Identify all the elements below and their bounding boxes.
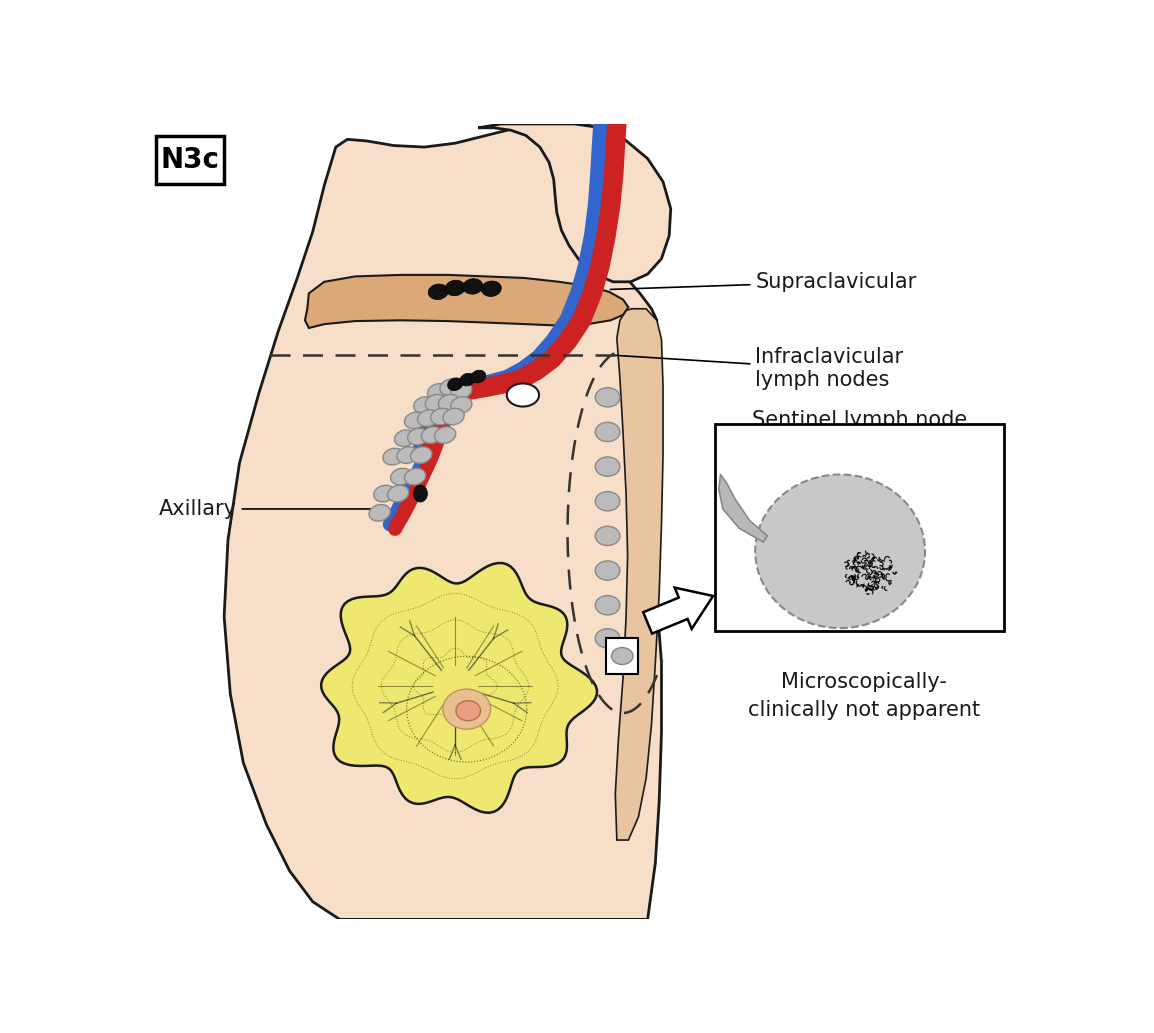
Bar (606, 638, 638, 674)
Ellipse shape (390, 468, 412, 484)
Ellipse shape (443, 689, 490, 729)
Ellipse shape (595, 492, 620, 511)
Text: Infraclavicular
lymph nodes: Infraclavicular lymph nodes (612, 347, 904, 390)
Ellipse shape (421, 427, 443, 443)
Ellipse shape (428, 383, 449, 400)
Ellipse shape (428, 284, 448, 300)
Ellipse shape (411, 446, 432, 464)
Polygon shape (305, 275, 629, 328)
Ellipse shape (404, 468, 426, 484)
Ellipse shape (456, 700, 480, 721)
Ellipse shape (440, 379, 462, 396)
Polygon shape (224, 124, 661, 919)
Ellipse shape (445, 280, 465, 295)
Text: Sentinel lymph node: Sentinel lymph node (752, 410, 967, 431)
Ellipse shape (443, 408, 464, 425)
Ellipse shape (388, 486, 409, 502)
Ellipse shape (404, 412, 426, 429)
Polygon shape (321, 563, 597, 813)
Text: N3c: N3c (160, 146, 219, 175)
Ellipse shape (595, 561, 620, 581)
Ellipse shape (397, 446, 418, 464)
Ellipse shape (471, 370, 486, 383)
Ellipse shape (374, 486, 395, 502)
Ellipse shape (439, 395, 459, 411)
Ellipse shape (595, 526, 620, 545)
Polygon shape (478, 124, 670, 282)
FancyArrow shape (643, 588, 713, 633)
Ellipse shape (463, 279, 482, 294)
Text: Axillary: Axillary (159, 499, 377, 519)
Polygon shape (719, 474, 767, 542)
Bar (715, 425, 1004, 630)
Ellipse shape (369, 504, 390, 521)
Ellipse shape (595, 422, 620, 441)
Ellipse shape (595, 629, 620, 648)
Ellipse shape (612, 648, 634, 664)
Ellipse shape (451, 382, 472, 399)
Polygon shape (615, 309, 664, 840)
Ellipse shape (426, 395, 447, 411)
Ellipse shape (481, 281, 501, 296)
Text: Supraclavicular: Supraclavicular (610, 272, 916, 291)
Ellipse shape (507, 383, 539, 407)
Ellipse shape (407, 429, 429, 445)
Ellipse shape (413, 486, 427, 502)
Ellipse shape (595, 596, 620, 615)
Ellipse shape (435, 427, 456, 443)
Bar (157, 135, 224, 184)
Ellipse shape (448, 378, 463, 390)
Ellipse shape (595, 387, 620, 407)
Ellipse shape (430, 408, 452, 425)
Ellipse shape (451, 397, 472, 413)
Ellipse shape (383, 448, 404, 465)
Ellipse shape (395, 430, 415, 446)
Ellipse shape (595, 457, 620, 476)
Ellipse shape (418, 410, 439, 427)
Text: Microscopically-
clinically not apparent: Microscopically- clinically not apparent (748, 672, 980, 720)
Ellipse shape (755, 474, 926, 628)
Ellipse shape (460, 373, 475, 386)
Ellipse shape (414, 397, 435, 413)
